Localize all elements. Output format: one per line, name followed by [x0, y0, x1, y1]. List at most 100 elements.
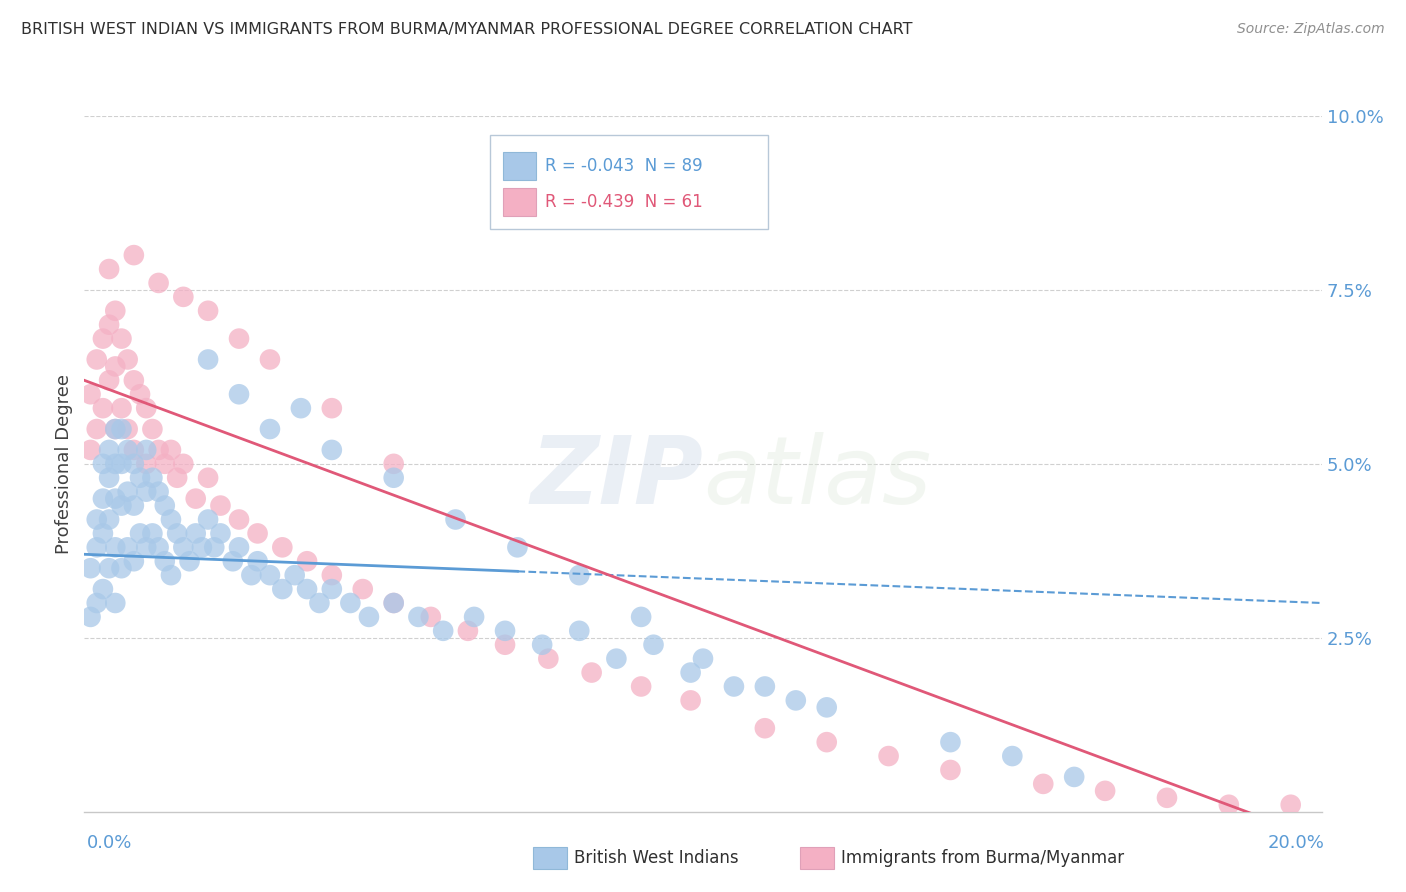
- Point: [129, 471, 152, 485]
- Point: [91, 457, 114, 471]
- Point: [98, 442, 121, 457]
- Point: [1094, 784, 1116, 798]
- Point: [197, 303, 219, 318]
- Point: [148, 484, 170, 499]
- Point: [166, 471, 188, 485]
- Point: [877, 749, 900, 764]
- Text: 20.0%: 20.0%: [1268, 834, 1324, 852]
- Point: [79, 387, 101, 401]
- Point: [148, 276, 170, 290]
- Point: [432, 624, 454, 638]
- Point: [141, 471, 163, 485]
- Point: [1279, 797, 1302, 812]
- Point: [191, 541, 214, 555]
- Text: R = -0.043  N = 89: R = -0.043 N = 89: [544, 157, 703, 175]
- Point: [104, 457, 127, 471]
- Point: [184, 491, 207, 506]
- Point: [209, 499, 232, 513]
- Text: atlas: atlas: [703, 433, 931, 524]
- Point: [228, 332, 250, 346]
- Point: [209, 526, 232, 541]
- Point: [110, 401, 132, 416]
- Point: [630, 610, 652, 624]
- Point: [86, 541, 108, 555]
- Point: [259, 568, 281, 582]
- Point: [117, 541, 139, 555]
- Point: [295, 554, 318, 568]
- Point: [463, 610, 485, 624]
- Point: [98, 318, 121, 332]
- Point: [271, 541, 294, 555]
- Point: [153, 457, 176, 471]
- Point: [321, 401, 343, 416]
- Point: [110, 422, 132, 436]
- Point: [321, 442, 343, 457]
- Point: [228, 387, 250, 401]
- Point: [537, 651, 560, 665]
- Point: [166, 526, 188, 541]
- Point: [197, 471, 219, 485]
- Point: [141, 422, 163, 436]
- Point: [785, 693, 807, 707]
- Point: [308, 596, 330, 610]
- Point: [568, 624, 591, 638]
- Point: [357, 610, 380, 624]
- Point: [1063, 770, 1085, 784]
- Point: [104, 303, 127, 318]
- Point: [91, 401, 114, 416]
- Text: R = -0.439  N = 61: R = -0.439 N = 61: [544, 193, 703, 211]
- Point: [246, 554, 269, 568]
- Point: [110, 499, 132, 513]
- Point: [679, 693, 702, 707]
- Point: [321, 568, 343, 582]
- Point: [1032, 777, 1054, 791]
- Point: [494, 624, 516, 638]
- Point: [91, 582, 114, 596]
- Point: [179, 554, 201, 568]
- Point: [1001, 749, 1024, 764]
- Point: [295, 582, 318, 596]
- Point: [382, 596, 405, 610]
- Point: [104, 491, 127, 506]
- Point: [122, 248, 145, 262]
- Point: [104, 422, 127, 436]
- Point: [339, 596, 361, 610]
- Point: [122, 554, 145, 568]
- Point: [135, 457, 157, 471]
- Point: [679, 665, 702, 680]
- Point: [117, 352, 139, 367]
- Point: [815, 700, 838, 714]
- Text: BRITISH WEST INDIAN VS IMMIGRANTS FROM BURMA/MYANMAR PROFESSIONAL DEGREE CORRELA: BRITISH WEST INDIAN VS IMMIGRANTS FROM B…: [21, 22, 912, 37]
- Point: [457, 624, 479, 638]
- Point: [939, 763, 962, 777]
- Point: [129, 387, 152, 401]
- Point: [321, 582, 343, 596]
- Point: [104, 541, 127, 555]
- Point: [148, 541, 170, 555]
- Point: [79, 561, 101, 575]
- Point: [754, 721, 776, 735]
- Point: [135, 401, 157, 416]
- Point: [1156, 790, 1178, 805]
- Point: [692, 651, 714, 665]
- Point: [382, 471, 405, 485]
- Text: ZIP: ZIP: [530, 432, 703, 524]
- Point: [104, 422, 127, 436]
- Point: [117, 484, 139, 499]
- Point: [754, 680, 776, 694]
- Point: [160, 442, 183, 457]
- Point: [148, 442, 170, 457]
- Point: [129, 526, 152, 541]
- Point: [271, 582, 294, 596]
- Point: [122, 373, 145, 387]
- Point: [141, 526, 163, 541]
- Point: [382, 457, 405, 471]
- Point: [568, 568, 591, 582]
- Point: [98, 471, 121, 485]
- Point: [228, 541, 250, 555]
- Point: [91, 332, 114, 346]
- Point: [153, 554, 176, 568]
- Text: Source: ZipAtlas.com: Source: ZipAtlas.com: [1237, 22, 1385, 37]
- Point: [419, 610, 441, 624]
- Point: [172, 290, 194, 304]
